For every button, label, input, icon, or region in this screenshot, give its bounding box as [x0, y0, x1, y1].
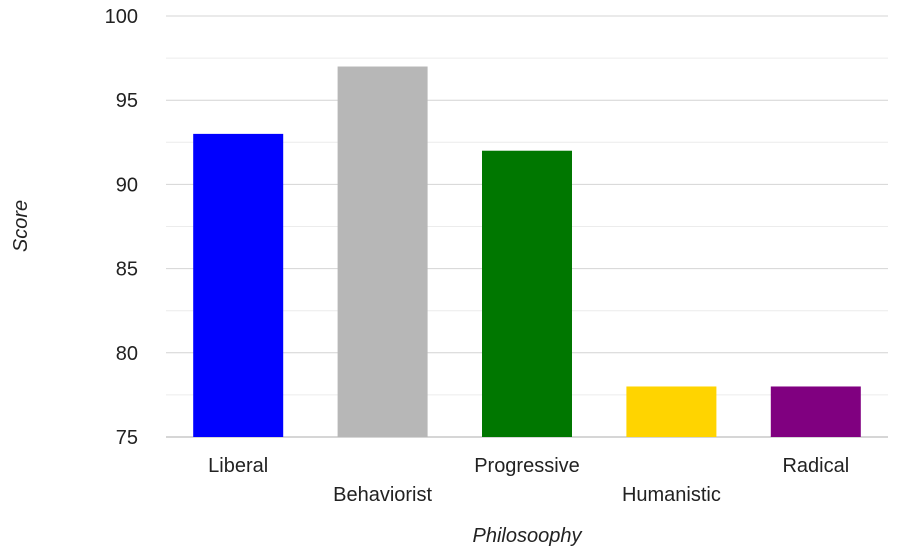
y-tick-label: 85	[116, 259, 138, 281]
x-axis-title: Philosoophy	[473, 525, 583, 547]
y-tick-label: 75	[116, 427, 138, 449]
y-tick-label: 95	[116, 90, 138, 112]
x-tick-label: Radical	[782, 455, 849, 477]
y-axis-title: Score	[10, 200, 32, 252]
y-tick-label: 80	[116, 343, 138, 365]
x-axis-labels: Liberal Behaviorist Progressive Humanistic R…	[208, 455, 849, 506]
bar-behaviorist	[337, 66, 428, 438]
bars	[193, 66, 861, 438]
y-tick-label: 90	[116, 174, 138, 196]
x-tick-label: Progressive	[474, 455, 580, 477]
x-tick-label: Humanistic	[622, 484, 721, 506]
bar-progressive	[482, 150, 572, 437]
bar-liberal	[193, 133, 284, 437]
bar-humanistic	[626, 386, 717, 437]
y-axis-ticks: 75 80 85 90 95 100	[105, 6, 138, 449]
x-tick-label: Behaviorist	[333, 484, 432, 506]
x-tick-label: Liberal	[208, 455, 268, 477]
y-tick-label: 100	[105, 6, 138, 28]
bar-radical	[770, 386, 861, 437]
